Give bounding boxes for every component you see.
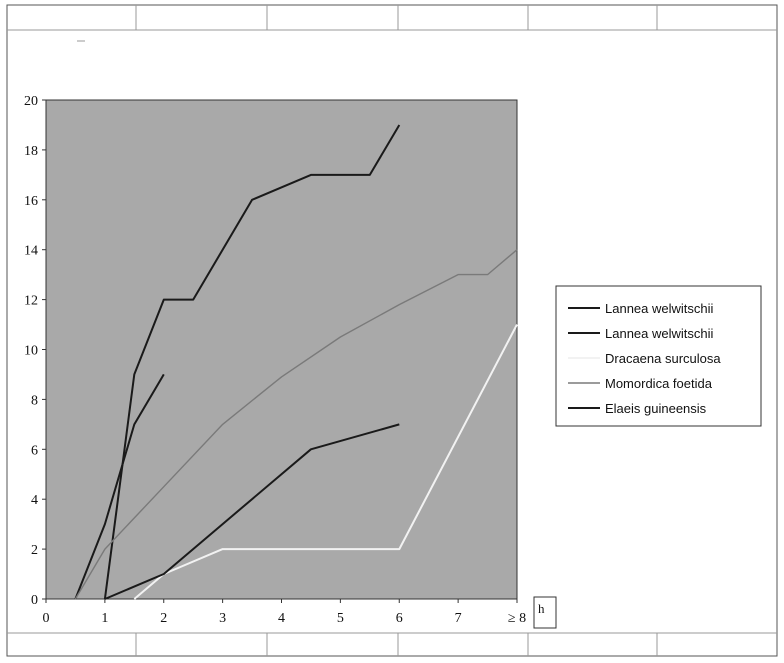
x-tick-label: ≥ 8	[508, 611, 526, 626]
series-lines	[74, 124, 518, 600]
legend-label-3: Dracaena surculosa	[605, 351, 721, 366]
legend-label-1: Lannea welwitschii	[605, 301, 714, 316]
legend-label-2: Lannea welwitschii	[605, 326, 714, 341]
x-tick-label: 6	[396, 611, 403, 626]
y-tick-label: 2	[31, 543, 38, 558]
y-tick-label: 10	[24, 344, 38, 359]
y-tick-label: 16	[24, 194, 38, 209]
y-tick-label: 4	[31, 493, 38, 508]
y-tick-label: 0	[31, 593, 38, 608]
series-line-2	[103, 124, 401, 600]
y-axis: 0 2 4 6 8 10 12 14 16 18 20	[24, 94, 46, 608]
x-axis-label-box	[533, 596, 557, 629]
x-tick-label: 4	[278, 611, 285, 626]
series-line-1	[74, 373, 165, 600]
series-line-4	[74, 249, 518, 600]
series-line-5	[104, 423, 400, 600]
series-line-3	[133, 324, 518, 600]
legend-label-4: Momordica foetida	[605, 376, 713, 391]
x-tick-label: 5	[337, 611, 344, 626]
x-tick-label: 2	[160, 611, 167, 626]
y-tick-label: 18	[24, 144, 38, 159]
y-tick-label: 20	[24, 94, 38, 109]
x-tick-label: 3	[219, 611, 226, 626]
y-tick-label: 12	[24, 294, 38, 309]
x-axis: 0 1 2 3 4 5 6 7 ≥ 8	[43, 599, 526, 626]
x-tick-label: 0	[43, 611, 50, 626]
legend: Lannea welwitschii Lannea welwitschii Drac…	[568, 301, 721, 416]
x-tick-label: 7	[455, 611, 462, 626]
y-tick-label: 8	[31, 393, 38, 408]
y-tick-label: 6	[31, 443, 38, 458]
plot-area	[45, 99, 518, 600]
x-axis-label: h	[538, 601, 545, 616]
y-tick-label: 14	[24, 244, 38, 259]
legend-box	[555, 285, 762, 427]
x-tick-label: 1	[101, 611, 108, 626]
legend-label-5: Elaeis guineensis	[605, 401, 707, 416]
spreadsheet-column-lines	[7, 5, 777, 656]
